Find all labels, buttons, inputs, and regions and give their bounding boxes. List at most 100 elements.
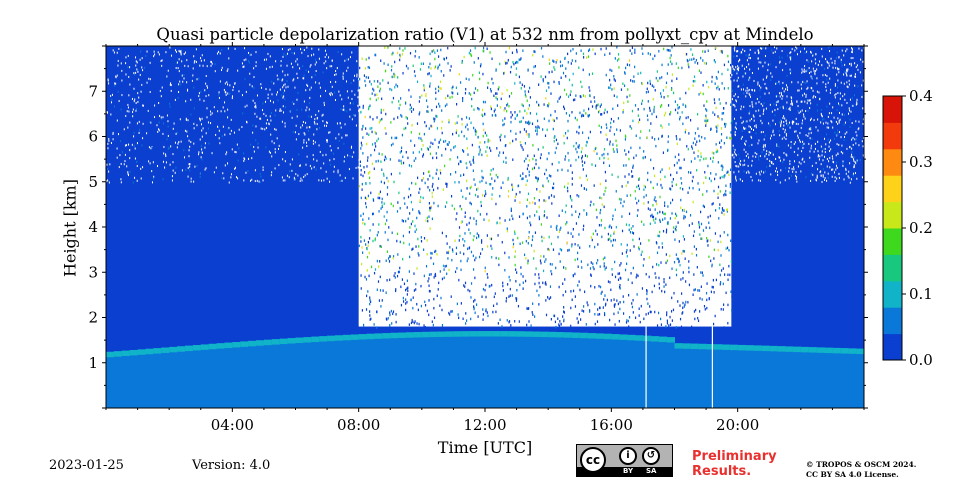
speck [817,168,819,171]
speck [651,290,653,294]
speck [409,108,411,111]
speck [329,145,331,148]
speck [790,58,792,61]
speck [361,188,363,191]
bl-top [587,333,597,339]
speck [550,242,553,246]
speck [613,120,615,123]
speck [789,52,791,55]
speck [565,204,567,207]
speck [357,104,359,107]
speck [810,70,812,73]
speck [487,314,489,318]
speck [735,179,737,182]
speck [350,146,352,149]
speck [219,142,221,145]
speck [729,191,731,194]
speck [741,121,743,124]
speck [523,85,526,88]
speck [248,157,250,160]
speck [466,223,468,226]
speck [599,196,601,200]
speck [834,94,836,97]
speck [801,100,803,103]
speck [739,162,741,165]
speck [732,89,734,92]
speck [376,233,378,237]
speck [641,220,643,223]
speck [797,105,799,108]
bl-top [540,331,549,338]
speck [349,115,351,118]
speck [454,239,456,243]
speck [134,73,136,76]
speck [510,129,512,133]
speck [305,141,307,144]
speck [826,133,828,136]
speck [557,235,559,239]
speck [506,319,508,322]
speck [648,106,651,110]
speck [375,98,377,102]
speck [677,66,679,70]
speck [738,177,740,180]
speck [232,89,234,92]
bl-top [571,332,581,338]
speck [389,324,391,327]
speck [199,64,201,67]
speck [627,319,629,323]
bl-top [690,343,699,350]
colorbar-segment [883,175,902,179]
speck [354,114,356,117]
speck [364,79,366,83]
speck [603,156,605,160]
colorbar-segment [883,294,902,298]
speck [675,268,677,272]
speck [783,120,785,123]
speck [720,139,723,142]
speck [540,153,542,156]
speck [218,126,220,129]
speck [649,82,651,86]
speck [732,144,734,147]
bl-column [674,343,683,408]
speck [669,217,672,220]
speck [692,141,694,145]
bl-column [327,335,336,408]
cc-license-badge[interactable]: cc i ↺ BY SA [576,444,673,477]
speck [394,276,396,279]
bl-column [240,341,249,408]
speck [515,138,517,141]
speck [380,207,382,210]
colorbar-segment [883,270,902,275]
speck [809,119,811,122]
speck [476,232,478,235]
speck [424,181,426,185]
speck [862,145,864,148]
speck [698,69,700,72]
speck [563,266,565,269]
speck [133,72,135,75]
speck [850,155,852,158]
speck [148,146,150,149]
speck [546,128,548,132]
speck [372,117,374,121]
bl-column [769,345,778,408]
speck [282,55,284,58]
speck [408,243,410,246]
speck [110,94,112,97]
speck [362,212,364,216]
speck [485,181,487,185]
speck [200,123,202,126]
speck [413,144,416,147]
speck [431,217,434,221]
speck [614,303,616,306]
speck [301,51,303,54]
speck [780,122,782,125]
speck [822,74,824,77]
bl-top [113,351,123,357]
speck [416,216,418,220]
speck [222,125,224,128]
speck [437,204,439,208]
speck [419,199,421,202]
